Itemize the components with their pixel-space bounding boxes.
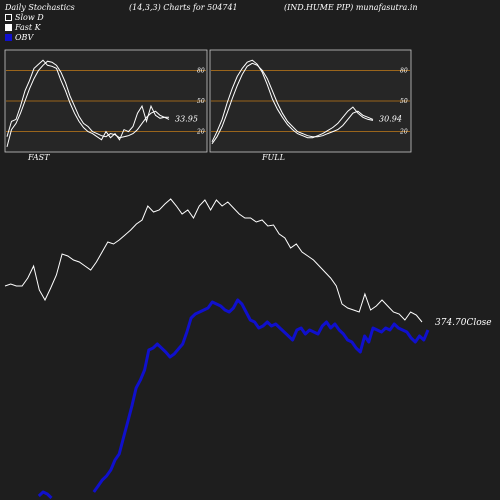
series-line-fast-fast-k: [6, 59, 169, 141]
y-tick-fast-50: 50: [197, 98, 205, 105]
series-line-fast-slow-d: [6, 60, 170, 148]
close-price-line: [4, 198, 423, 323]
legend-item-obv: OBV: [5, 33, 33, 42]
chart-symbol: (IND.HUME PIP) munafasutra.in: [284, 3, 418, 12]
chart-params: (14,3,3) Charts for 504741: [129, 3, 238, 12]
legend-swatch-slow-d: [5, 14, 12, 21]
panel-title-full: FULL: [262, 153, 285, 162]
legend-label-slow-d: Slow D: [15, 13, 44, 22]
legend-label-fast-k: Fast K: [15, 23, 41, 32]
close-value-label: 374.70Close: [435, 318, 492, 328]
panel-title-fast: FAST: [28, 153, 50, 162]
y-tick-fast-20: 20: [196, 129, 205, 136]
last-value-label-fast: 33.95: [175, 114, 198, 123]
y-tick-full-80: 80: [400, 67, 408, 74]
series-line-full-fast-k: [211, 59, 374, 143]
last-value-label-full: 30.94: [379, 114, 402, 123]
legend-label-obv: OBV: [15, 33, 34, 42]
obv-line-segment-0: [37, 490, 53, 500]
y-tick-full-20: 20: [399, 129, 408, 136]
y-tick-full-50: 50: [400, 98, 408, 105]
obv-line-segment-1: [92, 298, 430, 493]
legend-item-fast-k: Fast K: [5, 23, 41, 32]
series-line-full-slow-d: [211, 62, 374, 145]
legend-swatch-fast-k: [5, 24, 12, 31]
legend-swatch-obv: [5, 34, 12, 41]
y-tick-fast-80: 80: [197, 67, 205, 74]
chart-title: Daily Stochastics: [5, 3, 75, 12]
legend-item-slow-d: Slow D: [5, 13, 44, 22]
